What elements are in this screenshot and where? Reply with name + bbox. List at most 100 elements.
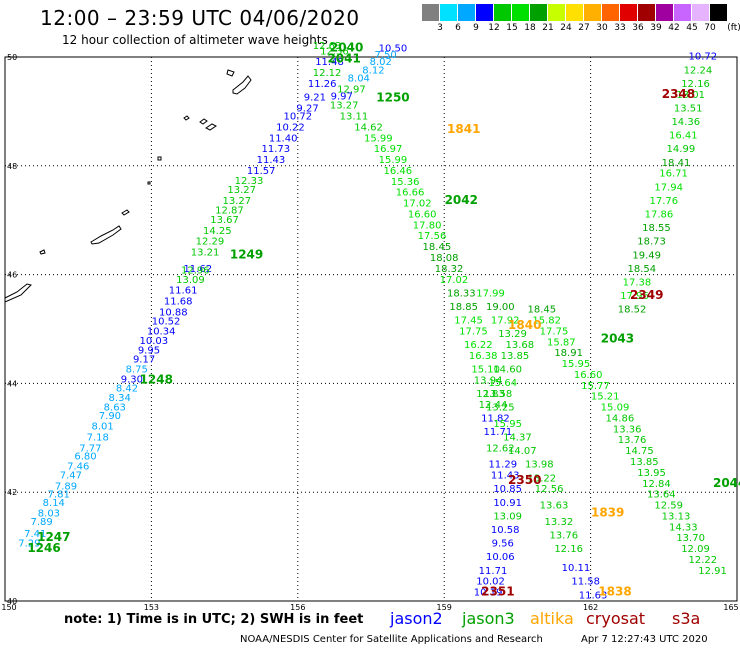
pass-time-label: 2041 [327,51,360,65]
wave-height-value: 11.43 [257,155,286,166]
pass-time-label: 2044 [713,476,740,490]
legend-swatch [530,4,547,21]
wave-height-value: 16.71 [659,169,688,180]
wave-height-value: 10.52 [152,317,181,328]
wave-height-value: 16.60 [408,209,437,220]
wave-height-value: 7.50 [375,50,397,61]
legend-label: 15 [506,23,518,33]
wave-height-value: 9.95 [138,345,160,356]
page-title: 12:00 – 23:59 UTC 04/06/2020 [40,6,360,30]
wave-height-value: 13.95 [637,468,666,479]
wave-height-value: 15.36 [391,177,420,188]
wave-height-value: 17.02 [403,199,432,210]
pass-time-label: 1840 [508,318,541,332]
wave-height-value: 12.16 [554,544,583,555]
wave-height-value: 12.91 [698,566,727,577]
satellite-jason3: jason3 [462,609,515,628]
wave-height-value: 9.30 [121,374,143,385]
wave-height-value: 17.86 [645,209,674,220]
wave-height-value: 12.09 [681,544,710,555]
wave-height-value: 15.64 [488,378,517,389]
wave-height-value: 9.17 [133,355,155,366]
satellite-altika: altika [530,609,574,628]
wave-height-value: 12.97 [337,84,366,95]
pass-time-label: 2349 [630,288,663,302]
wave-height-value: 6.80 [74,452,96,463]
island-outline [226,69,235,77]
wave-height-value: 15.10 [471,365,500,376]
pass-time-label: 1246 [27,541,60,555]
wave-height-value: 15.99 [379,155,408,166]
wave-height-value: 15.87 [547,337,576,348]
wave-height-value: 11.82 [481,413,510,424]
pass-time-label: 2350 [508,473,541,487]
lon-tick-label: 162 [583,603,598,612]
wave-height-value: 8.14 [43,498,65,509]
pass-time-label: 2351 [481,585,514,599]
wave-height-value: 7.41 [24,529,46,540]
wave-height-value: 7.89 [30,517,52,528]
satellite-cryosat: cryosat [586,609,646,628]
wave-height-value: 13.63 [540,501,569,512]
legend-label: 3 [437,23,443,33]
wave-height-value: 16.38 [469,351,498,362]
wave-height-value: 12.44 [479,400,508,411]
wave-height-value: 14.37 [503,433,532,444]
wave-height-value: 15.95 [493,419,522,430]
legend-swatch [602,4,619,21]
legend-swatch [476,4,493,21]
wave-height-value: 15.82 [532,316,561,327]
wave-height-value: 12.29 [196,237,225,248]
wave-height-value: 12.12 [313,68,342,79]
wave-height-value: 10.91 [493,498,522,509]
wave-height-value: 13.09 [493,511,522,522]
legend-swatch [656,4,673,21]
wave-height-value: 12.59 [654,501,683,512]
wave-height-value: 11.48 [315,57,344,68]
wave-height-value: 7.47 [60,471,82,482]
wave-height-value: 10.34 [147,326,176,337]
wave-height-value: 14.75 [625,446,654,457]
wave-height-value: 8.75 [126,365,148,376]
wave-height-value: 18.32 [435,264,464,275]
lat-tick-label: 42 [7,488,17,497]
wave-height-value: 19.49 [632,250,661,261]
wave-height-value: 17.76 [649,196,678,207]
wave-height-value: 12.96 [181,266,210,277]
wave-height-value: 8.42 [116,384,138,395]
wave-height-value: 14.07 [508,446,537,457]
lon-tick-label: 165 [723,603,738,612]
wave-height-value: 13.85 [630,457,659,468]
wave-height-value: 13.27 [330,101,359,112]
page-subtitle: 12 hour collection of altimeter wave hei… [62,33,328,47]
wave-height-value: 18.85 [449,302,478,313]
wave-height-value: 14.33 [669,522,698,533]
wave-height-value: 17.02 [440,275,469,286]
legend-swatch [692,4,709,21]
wave-height-value: 7.77 [79,443,101,454]
legend-label: 70 [704,23,716,33]
wave-height-value: 15.95 [562,359,591,370]
wave-height-value: 10.88 [159,307,188,318]
wave-height-value: 12.63 [313,41,342,52]
lon-tick-label: 159 [437,603,452,612]
legend-swatch [440,4,457,21]
wave-height-value: 13.98 [525,460,554,471]
wave-height-value: 9.56 [492,539,514,550]
wave-height-value: 13.76 [549,530,578,541]
wave-height-value: 18.54 [628,264,657,275]
wave-height-value: 17.75 [540,326,569,337]
wave-height-value: 13.01 [676,90,705,101]
footer-note: note: 1) Time is in UTC; 2) SWH is in fe… [64,612,364,627]
wave-height-value: 10.85 [493,484,522,495]
lat-tick-label: 46 [7,271,17,280]
island-outline [199,118,208,125]
wave-height-value: 13.13 [662,511,691,522]
legend-swatch [584,4,601,21]
wave-height-value: 12.84 [642,479,671,490]
legend-label: 27 [578,23,590,33]
wave-height-value: 13.25 [486,403,515,414]
legend-swatch [620,4,637,21]
wave-height-value: 16.22 [464,340,493,351]
